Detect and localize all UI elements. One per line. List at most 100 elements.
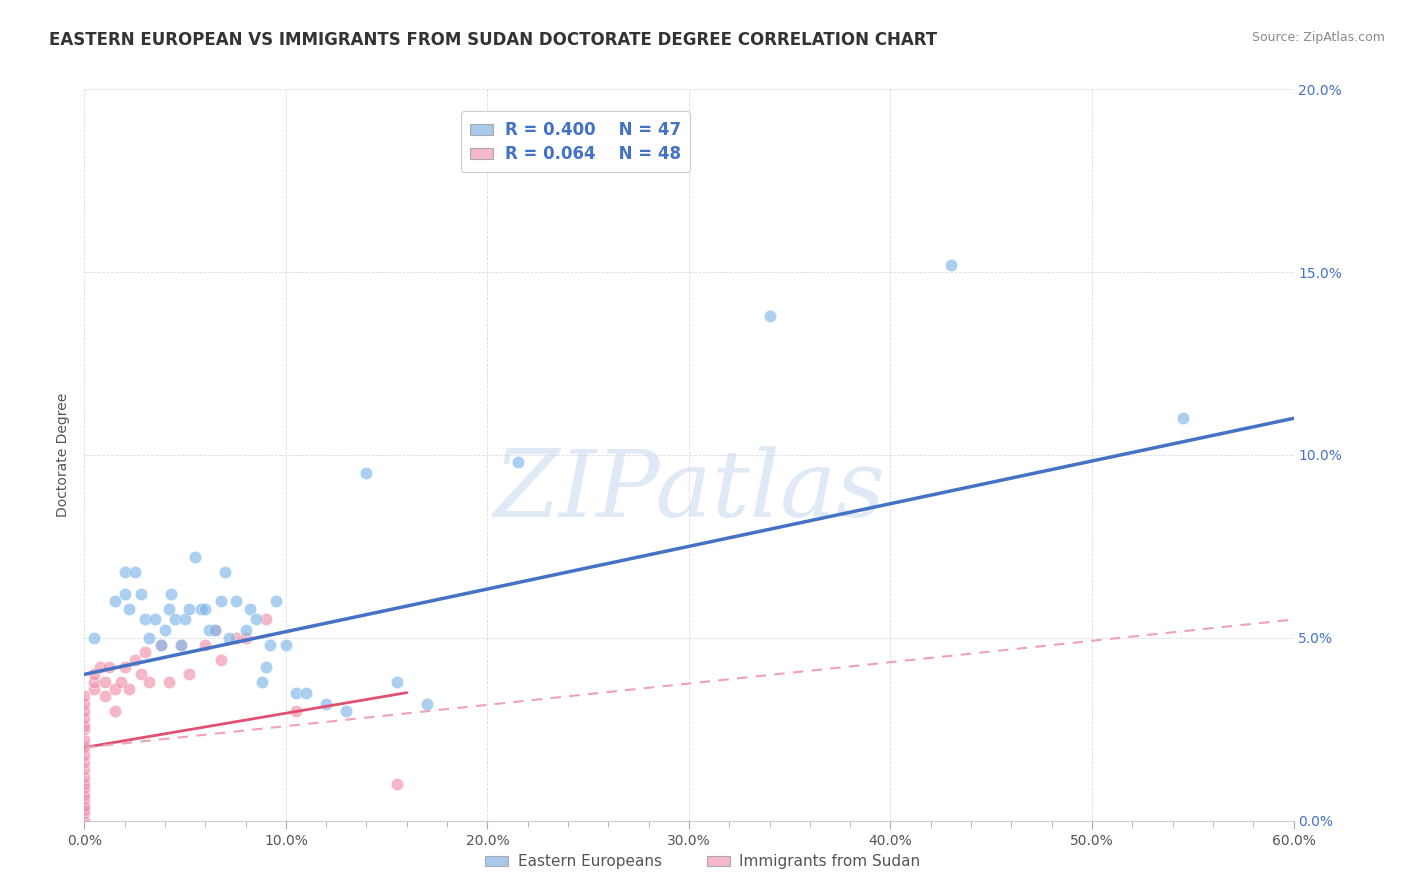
Point [114,660,136,674]
Point [254,613,277,627]
Point [73,755,96,769]
Point [235,624,257,638]
Text: ZIPatlas: ZIPatlas [494,447,884,536]
Point [259,638,281,652]
Point [225,594,247,608]
Point [73,723,96,737]
Point [83,631,105,645]
Point [118,601,141,615]
Point [1171,411,1194,425]
Point [73,740,96,755]
Point [73,690,96,704]
Point [110,674,132,689]
Point [416,697,439,711]
Point [104,594,127,608]
Point [209,653,232,667]
Legend: Eastern Europeans, Immigrants from Sudan: Eastern Europeans, Immigrants from Sudan [479,848,927,875]
Point [184,550,207,565]
Point [73,777,96,791]
Point [124,565,146,579]
Point [165,613,187,627]
Point [218,631,240,645]
Point [315,697,337,711]
Point [114,565,136,579]
Point [254,660,277,674]
Point [83,674,105,689]
Point [134,645,156,659]
Point [114,587,136,601]
Point [118,681,141,696]
Point [194,638,217,652]
Point [245,613,267,627]
Point [73,780,96,795]
Point [239,601,262,615]
Point [104,704,127,718]
Point [73,788,96,802]
Legend: R = 0.400    N = 47, R = 0.064    N = 48: R = 0.400 N = 47, R = 0.064 N = 48 [461,112,690,172]
Point [138,631,160,645]
Point [356,466,378,480]
Point [335,704,357,718]
Point [285,686,308,700]
Point [170,638,193,652]
Point [73,733,96,747]
Text: Source: ZipAtlas.com: Source: ZipAtlas.com [1251,31,1385,45]
Point [89,660,111,674]
Point [385,777,408,791]
Point [157,601,180,615]
Text: EASTERN EUROPEAN VS IMMIGRANTS FROM SUDAN DOCTORATE DEGREE CORRELATION CHART: EASTERN EUROPEAN VS IMMIGRANTS FROM SUDA… [49,31,938,49]
Point [198,624,221,638]
Point [134,613,156,627]
Point [129,587,152,601]
Point [149,638,172,652]
Point [93,690,115,704]
Point [129,667,152,681]
Point [160,587,183,601]
Point [758,309,780,323]
Point [194,601,217,615]
Point [73,791,96,805]
Point [235,631,257,645]
Point [939,258,962,272]
Point [149,638,172,652]
Point [97,660,120,674]
Point [73,747,96,762]
Point [214,565,236,579]
Point [73,799,96,814]
Point [648,136,671,151]
Point [174,613,197,627]
Point [73,803,96,817]
Point [73,763,96,777]
Point [285,704,308,718]
Point [170,638,193,652]
Point [204,624,226,638]
Point [138,674,160,689]
Point [73,697,96,711]
Point [385,674,408,689]
Point [204,624,226,638]
Point [190,601,212,615]
Point [250,674,273,689]
Point [73,704,96,718]
Point [73,806,96,821]
Point [104,681,127,696]
Point [506,455,529,469]
Point [73,711,96,725]
Y-axis label: Doctorate Degree: Doctorate Degree [56,392,70,517]
Point [264,594,287,608]
Point [225,631,247,645]
Point [179,601,201,615]
Point [157,674,180,689]
Point [295,686,318,700]
Point [153,624,176,638]
Point [209,594,232,608]
Point [83,667,105,681]
Point [83,681,105,696]
Point [73,718,96,732]
Point [73,770,96,784]
Point [143,613,166,627]
Point [274,638,297,652]
Point [73,814,96,828]
Point [93,674,115,689]
Point [179,667,201,681]
